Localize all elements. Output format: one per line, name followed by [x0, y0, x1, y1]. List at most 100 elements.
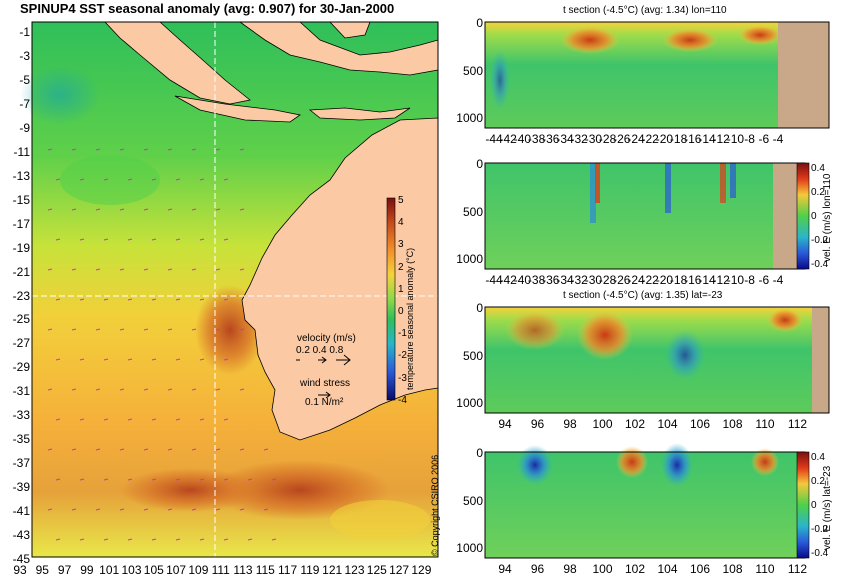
wind-vector [191, 328, 197, 331]
vel-colorbar-2 [796, 451, 810, 559]
wind-vector [79, 238, 85, 241]
depth-tick-label: 1000 [456, 541, 483, 555]
section-x-tick-label: -22 [641, 273, 659, 287]
wind-vector [239, 448, 245, 451]
section-x-tick-label: 102 [624, 417, 646, 431]
wind-vector [239, 148, 245, 151]
depth-tick-label: 0 [476, 157, 483, 171]
wind-vector [223, 478, 229, 481]
section-x-tick-label: -20 [655, 273, 674, 287]
lat-tick-label: -3 [19, 48, 30, 63]
section-x-tick-label: -38 [527, 132, 546, 146]
depth-tick-label: 1000 [456, 396, 483, 410]
section-x-tick-label: -40 [513, 273, 532, 287]
lon-tick-label: 97 [57, 563, 72, 577]
wind-vector [223, 298, 229, 301]
section-x-tick-label: -26 [613, 132, 631, 146]
wind-vector [199, 478, 205, 481]
wind-vector [191, 508, 197, 511]
wind-vector [119, 388, 125, 391]
section-x-tick-label: 106 [689, 417, 711, 431]
vel-colorbar-tick: 0.2 [811, 187, 825, 198]
wind-vector [223, 238, 229, 241]
lat-tick-label: -23 [12, 288, 30, 303]
section-x-tick-label: 102 [624, 562, 646, 576]
map-colorbar-label: temperature seasonal anomaly (°C) [405, 247, 415, 390]
map-colorbar [386, 197, 396, 401]
wind-vector [143, 208, 149, 211]
section-x-tick-label: -12 [712, 132, 730, 146]
lon-tick-label: 111 [211, 563, 230, 577]
lon-tick-label: 93 [13, 563, 27, 577]
section-x-tick-label: -16 [684, 132, 702, 146]
panel-1-title: t section (-4.5°C) (avg: 1.34) lon=110 [563, 5, 727, 16]
lat-tick-label: -39 [12, 480, 30, 495]
wind-vector [103, 238, 109, 241]
vel-colorbar-tick: 0.2 [811, 476, 825, 487]
wind-vector [127, 298, 133, 301]
section-x-tick-label: -18 [669, 273, 688, 287]
lon-tick-label: 117 [278, 563, 298, 577]
wind-vector [47, 208, 53, 211]
section-x-tick-label: 110 [755, 562, 775, 576]
wind-vector [263, 448, 269, 451]
map-colorbar-tick: -1 [398, 328, 407, 340]
depth-tick-label: 1000 [456, 252, 483, 266]
vel-colorbar-tick: 0 [811, 211, 817, 222]
wind-vector [167, 448, 173, 451]
depth-tick-label: 1000 [456, 111, 483, 125]
wind-vector [151, 298, 157, 301]
wind-vector [79, 538, 85, 541]
wind-vector [127, 358, 133, 361]
wind-vector [55, 418, 61, 421]
section-x-tick-label: -38 [527, 273, 546, 287]
panel-3-title: t section (-4.5°C) (avg: 1.35) lat=-23 [563, 290, 723, 301]
section-x-tick-label: 100 [592, 417, 613, 431]
indonesia-land [104, 21, 251, 105]
wind-vector [47, 268, 53, 271]
wind-legend-title: wind stress [300, 378, 351, 389]
lon-tick-label: 95 [35, 563, 49, 577]
wind-vector [79, 358, 85, 361]
lat-tick-label: -31 [12, 384, 30, 399]
lat-tick-label: -29 [12, 360, 30, 375]
wind-vector [55, 478, 61, 481]
lon-tick-label: 115 [255, 563, 275, 577]
wind-vector [127, 238, 133, 241]
lon-tick-label: 121 [322, 563, 343, 577]
wind-vector [103, 298, 109, 301]
wind-vector [71, 208, 77, 211]
section-x-tick-label: -36 [542, 132, 560, 146]
wind-vector [119, 268, 125, 271]
copyright: © Copyright CSIRO 2006 [430, 454, 440, 556]
wind-vector [191, 268, 197, 271]
wind-vector [95, 268, 101, 271]
wind-vector [119, 328, 125, 331]
wind-vector [95, 208, 101, 211]
wind-vector [215, 508, 221, 511]
section-x-tick-label: 112 [787, 417, 808, 431]
wind-vector [55, 538, 61, 541]
section-x-tick-label: 98 [563, 417, 577, 431]
vel-colorbar-tick: -0.2 [811, 235, 829, 246]
section-x-tick-label: -14 [698, 273, 716, 287]
lon-tick-label: 101 [99, 563, 120, 577]
lat-tick-label: -35 [12, 432, 30, 447]
section-x-tick-label: -28 [598, 273, 617, 287]
wind-vector [95, 328, 101, 331]
section-x-tick-label: -42 [499, 273, 517, 287]
wind-vector [119, 148, 125, 151]
wind-vector [119, 508, 125, 511]
lat-tick-label: -21 [12, 264, 30, 279]
depth-tick-label: 0 [476, 301, 483, 315]
panel-1-t-section-lon110 [484, 21, 830, 129]
map-colorbar-tick: 0 [398, 306, 404, 317]
section-x-tick-label: -40 [513, 132, 532, 146]
wind-vector [199, 238, 205, 241]
section-x-tick-label: 104 [657, 562, 678, 576]
wind-vector [103, 418, 109, 421]
wind-vector [95, 508, 101, 511]
wind-vector [223, 538, 229, 541]
map-colorbar-tick: -3 [398, 372, 407, 384]
lat-tick-label: -15 [12, 192, 30, 207]
